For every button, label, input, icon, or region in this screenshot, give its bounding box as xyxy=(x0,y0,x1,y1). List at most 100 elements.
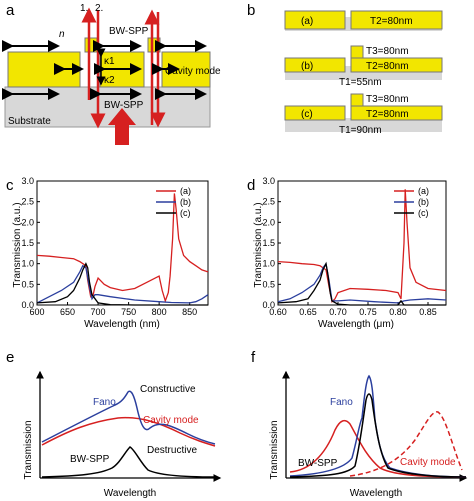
b-b-film-right xyxy=(350,57,443,73)
mode1-label: 1. xyxy=(80,3,88,14)
f-fano-label: Fano xyxy=(330,397,353,408)
d-xtick-label: 0.60 xyxy=(269,307,287,317)
b-b-film-left xyxy=(284,57,346,73)
b-a-film-left xyxy=(284,10,346,30)
panel-label-e: e xyxy=(6,349,14,366)
c-ytick-label: 2.5 xyxy=(21,197,34,207)
d-ytick-label: 2.0 xyxy=(262,217,275,227)
panel-label-f: f xyxy=(251,349,256,366)
panel-a: a Substrate 1. 2. n BW-SPP κ1 κ2 Cavity … xyxy=(2,2,221,145)
c-legend-b-label: (b) xyxy=(180,197,191,207)
d-legend-a-label: (a) xyxy=(418,186,429,196)
d-ylabel: Transmission (a.u.) xyxy=(253,202,264,287)
d-xtick-label: 0.70 xyxy=(329,307,347,317)
e-bw-spp-curve xyxy=(41,446,216,478)
b-b-t1-label: T1=55nm xyxy=(339,77,382,88)
c-ytick-label: 0.0 xyxy=(21,300,34,310)
e-ylabel: Transmission xyxy=(23,420,34,479)
panel-f: f Transmission Wavelength Fano BW-SPP Ca… xyxy=(251,349,468,499)
chart-c-plot: 600 650 700 750 800 850 0.0 0.5 1.0 1.5 2.0 2.5 3.0 (… xyxy=(21,176,209,317)
f-bw-spp-label: BW-SPP xyxy=(298,458,338,469)
b-b-t2-label: T2=80nm xyxy=(366,61,409,72)
d-xtick-label: 0.75 xyxy=(359,307,377,317)
b-b-label: (b) xyxy=(301,61,313,72)
d-series-b-line xyxy=(277,262,447,304)
c-ytick-label: 2.0 xyxy=(21,217,34,227)
d-ytick-label: 3.0 xyxy=(262,176,275,186)
e-cavity-mode-curve xyxy=(41,416,216,447)
f-xlabel: Wavelength xyxy=(350,488,402,499)
b-c-film-left xyxy=(284,105,346,121)
b-c-substrate xyxy=(285,118,442,132)
c-ylabel: Transmission (a.u.) xyxy=(12,202,23,287)
f-cavity-mode-solid-curve xyxy=(289,419,467,478)
d-ytick-label: 1.5 xyxy=(262,238,275,248)
panel-label-a: a xyxy=(6,2,15,19)
f-ylabel: Transmission xyxy=(269,420,280,479)
incident-light-arrow xyxy=(108,108,136,145)
panel-d: d Transmission (a.u.) Wavelength (μm) 0.… xyxy=(247,176,447,330)
b-b-cap xyxy=(350,45,364,59)
c-ytick-label: 1.5 xyxy=(21,238,34,248)
c-ytick-label: 1.0 xyxy=(21,259,34,269)
d-ytick-label: 2.5 xyxy=(262,197,275,207)
chart-d-plot: 0.60 0.65 0.70 0.75 0.80 0.85 0.0 0.5 1.0 1.5 2.0 2… xyxy=(262,176,447,317)
c-ytick-label: 0.5 xyxy=(21,279,34,289)
b-a-t2-label: T2=80nm xyxy=(370,16,413,27)
d-series-a-line xyxy=(277,189,447,303)
refractive-index-label: n xyxy=(59,29,65,40)
c-xtick-label: 750 xyxy=(121,307,136,317)
b-c-t2-label: T2=80nm xyxy=(366,109,409,120)
d-ytick-label: 0.0 xyxy=(262,300,275,310)
e-bw-spp-label: BW-SPP xyxy=(70,454,110,465)
d-series-c-line xyxy=(277,261,446,306)
e-destructive-label: Destructive xyxy=(147,445,197,456)
kappa1-label: κ1 xyxy=(104,56,115,67)
d-xlabel: Wavelength (μm) xyxy=(318,319,394,330)
c-series-c-line xyxy=(36,262,208,306)
c-legend-c-label: (c) xyxy=(180,208,191,218)
c-xlabel: Wavelength (nm) xyxy=(84,319,160,330)
f-bw-spp-curve xyxy=(289,393,467,478)
e-constructive-label: Constructive xyxy=(140,384,196,395)
panel-label-b: b xyxy=(247,2,255,19)
e-fano-curve xyxy=(41,390,216,445)
b-c-film-right xyxy=(350,105,443,121)
e-fano-label: Fano xyxy=(93,397,116,408)
b-b-t3-label: T3=80nm xyxy=(366,46,409,57)
b-c-t1-label: T1=90nm xyxy=(339,125,382,136)
e-cavity-mode-label: Cavity mode xyxy=(143,415,199,426)
d-ytick-label: 0.5 xyxy=(262,279,275,289)
c-xtick-label: 600 xyxy=(29,307,44,317)
c-series-b-line xyxy=(36,264,209,304)
d-legend-c-label: (c) xyxy=(418,208,429,218)
f-cavity-mode-dashed-curve xyxy=(349,411,463,477)
panel-c: c Transmission (a.u.) Wavelength (nm) 60… xyxy=(6,176,209,330)
cavity-mode-label: Cavity mode xyxy=(165,66,221,77)
b-c-label: (c) xyxy=(301,109,313,120)
d-xtick-label: 0.80 xyxy=(389,307,407,317)
e-xlabel: Wavelength xyxy=(104,488,156,499)
c-xtick-label: 700 xyxy=(91,307,106,317)
mode2-label: 2. xyxy=(95,3,103,14)
panel-label-c: c xyxy=(6,177,14,194)
d-ytick-label: 1.0 xyxy=(262,259,275,269)
c-legend-a-label: (a) xyxy=(180,186,191,196)
c-ytick-label: 3.0 xyxy=(21,176,34,186)
panel-e: e Transmission Wavelength Fano Construct… xyxy=(6,349,222,499)
c-xtick-label: 650 xyxy=(60,307,75,317)
b-c-cap xyxy=(350,93,364,107)
metal-cap-left xyxy=(84,37,98,53)
bw-spp-top-label: BW-SPP xyxy=(109,26,149,37)
d-xtick-label: 0.85 xyxy=(419,307,437,317)
panel-label-d: d xyxy=(247,177,255,194)
bw-spp-bottom-label: BW-SPP xyxy=(104,100,144,111)
substrate-label: Substrate xyxy=(8,116,51,127)
b-c-t3-label: T3=80nm xyxy=(366,94,409,105)
kappa2-label: κ2 xyxy=(104,75,115,86)
c-xtick-label: 800 xyxy=(152,307,167,317)
d-legend-b-label: (b) xyxy=(418,197,429,207)
f-cavity-mode-label: Cavity mode xyxy=(400,457,456,468)
c-xtick-label: 850 xyxy=(182,307,197,317)
